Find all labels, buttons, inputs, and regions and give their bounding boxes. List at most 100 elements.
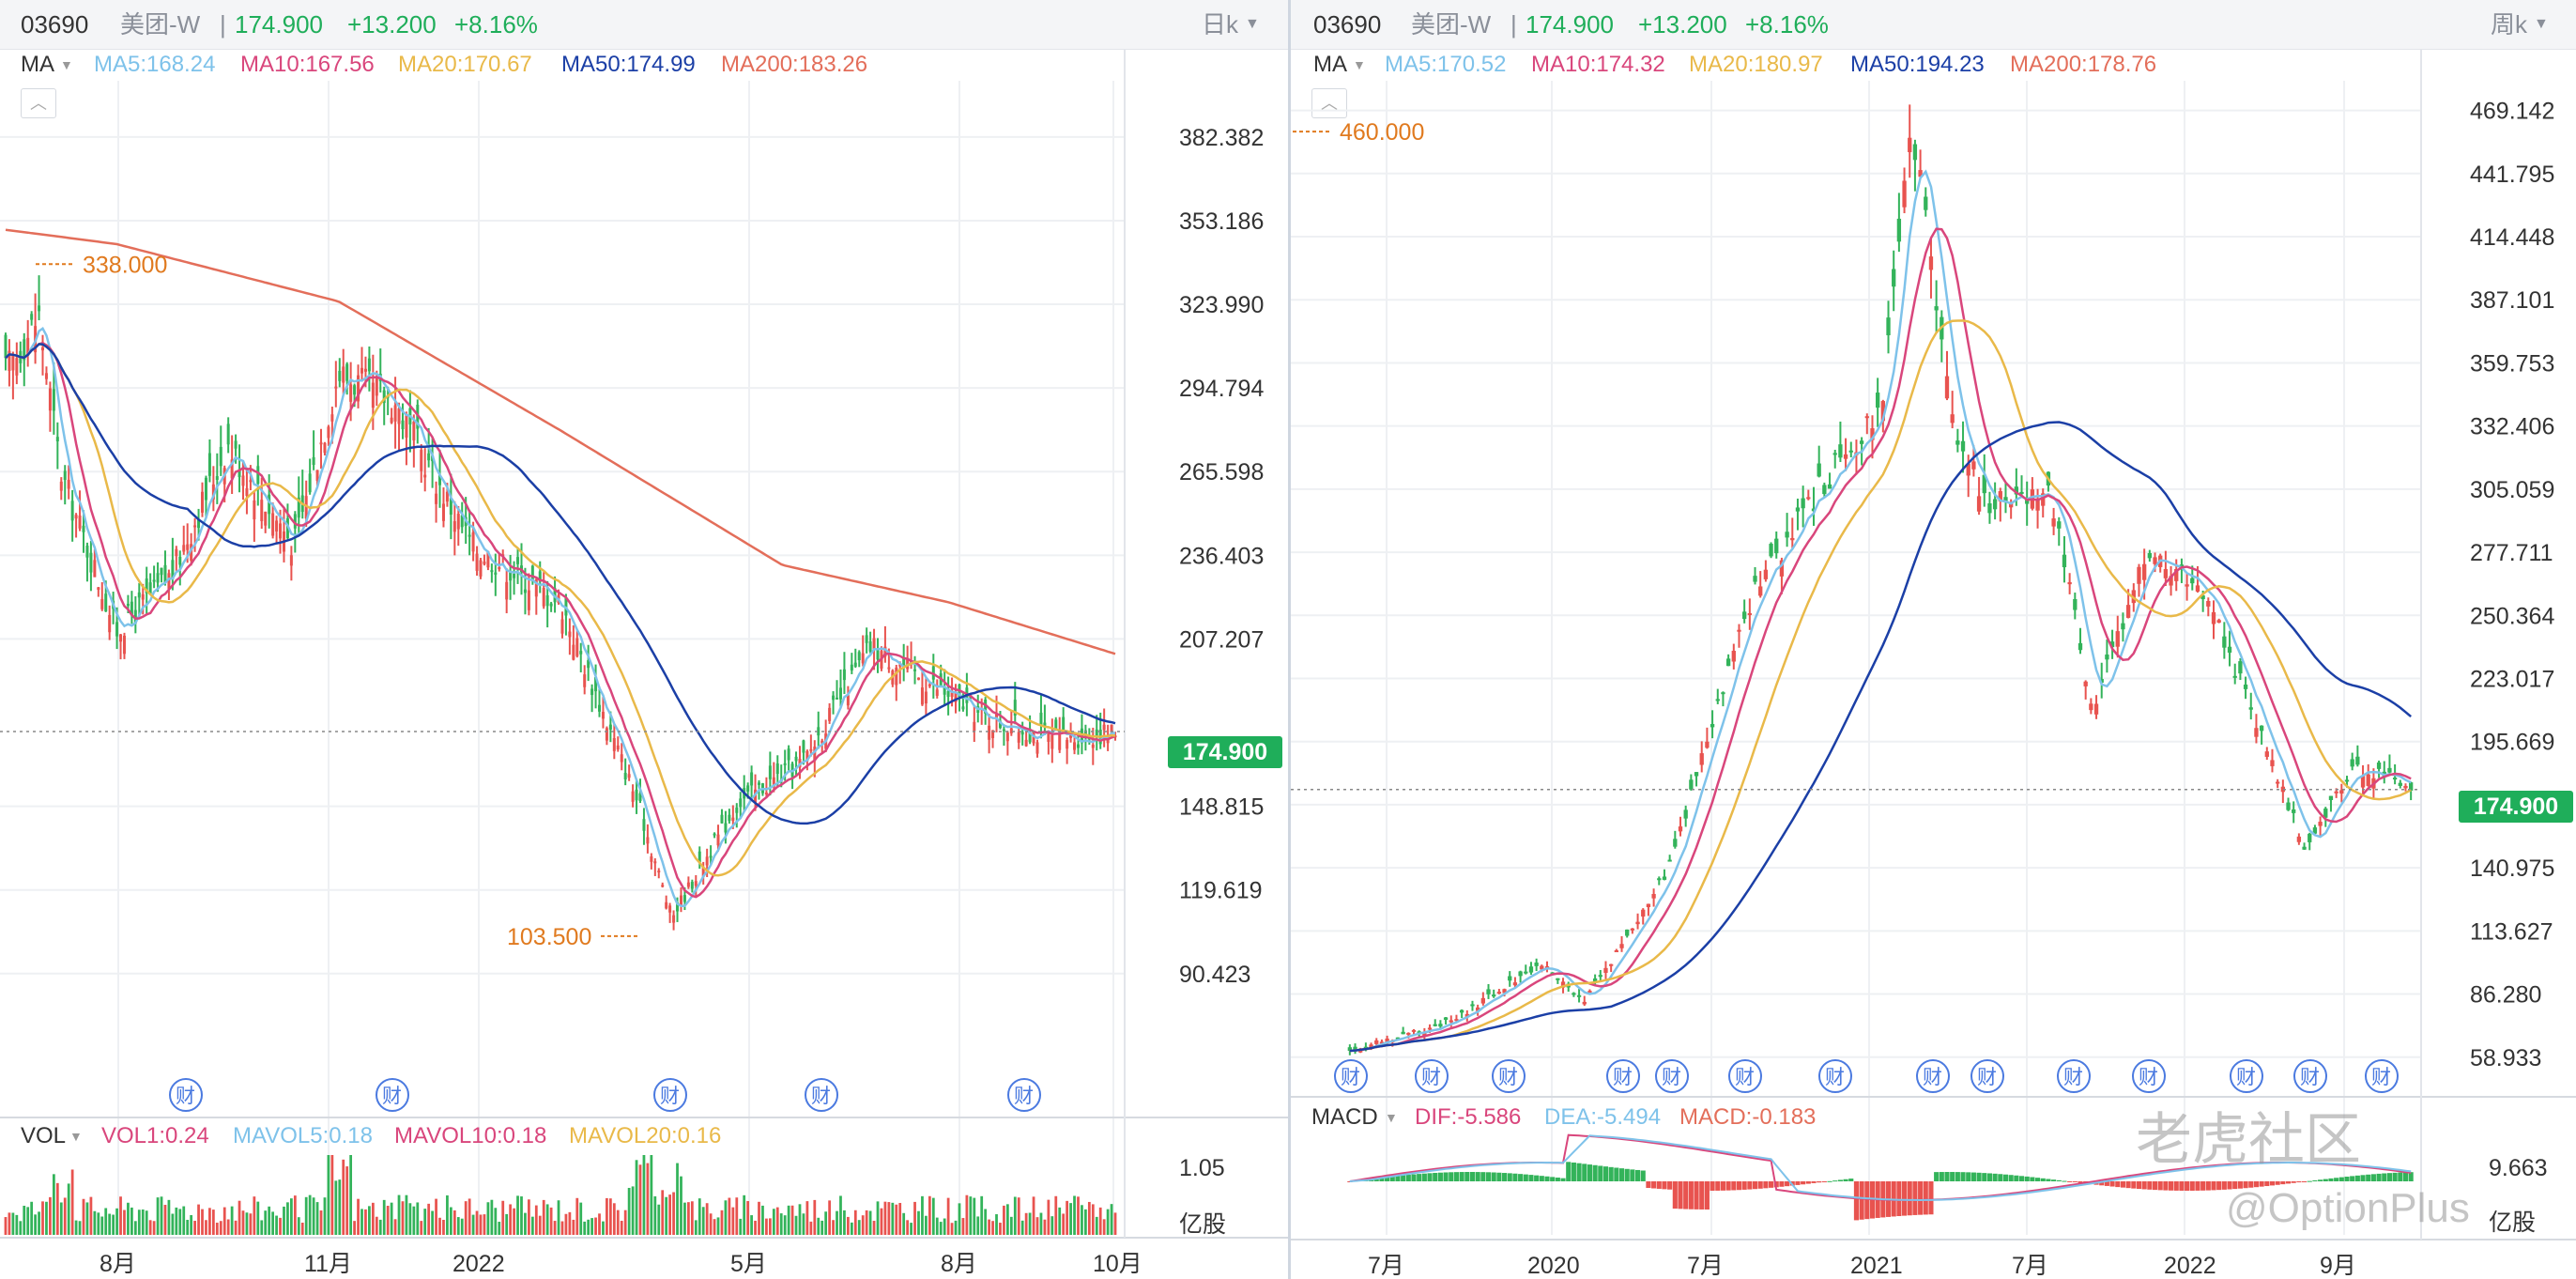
candle-body: [920, 687, 924, 705]
candle-body: [527, 590, 530, 610]
x-tick-label: 10月: [1093, 1251, 1142, 1277]
volume-bar: [449, 1207, 452, 1235]
ma10-line: [1349, 227, 2412, 1053]
candle-body: [363, 368, 367, 372]
candle-body: [538, 571, 542, 582]
macd-bar: [2104, 1181, 2109, 1186]
candle-body: [1443, 1017, 1449, 1020]
candle-body: [2409, 782, 2414, 791]
chevron-down-icon[interactable]: ▼: [1245, 16, 1260, 32]
candle-body: [809, 748, 813, 751]
ma200-value: MA200:183.26: [721, 52, 868, 77]
candle-body: [838, 687, 842, 700]
stock-name[interactable]: 美团-W: [120, 10, 201, 39]
volume-bar: [1066, 1200, 1069, 1235]
period-selector[interactable]: 周k: [2491, 10, 2528, 39]
candle-body: [423, 474, 427, 478]
candle-body: [44, 373, 48, 379]
candle-body: [635, 789, 638, 801]
vol-selector[interactable]: VOL: [21, 1123, 67, 1148]
macd-bar: [1539, 1176, 1544, 1181]
candle-body: [2392, 778, 2398, 780]
y-tick-label: 387.101: [2470, 287, 2554, 314]
ma10-value: MA10:167.56: [240, 52, 375, 77]
macd-bar: [1464, 1172, 1470, 1181]
chevron-down-icon[interactable]: ▼: [1353, 57, 1366, 72]
ma-selector[interactable]: MA: [1313, 52, 1347, 77]
volume-bar: [1035, 1217, 1039, 1235]
candle-body: [1811, 508, 1817, 512]
macd-bar: [1453, 1172, 1459, 1181]
macd-legend: MACD ▼ DIF:-5.586 DEA:-5.494 MACD:-0.183: [1291, 1101, 2576, 1134]
candle-body: [1572, 993, 1576, 995]
candle-body: [1763, 569, 1769, 579]
last-price-tag: 174.900: [1168, 736, 1282, 768]
volume-bar: [175, 1207, 178, 1235]
candle-body: [1827, 484, 1832, 489]
volume-bar: [1020, 1220, 1024, 1235]
volume-bar: [23, 1206, 26, 1235]
earnings-marker-label: 财: [2236, 1067, 2256, 1088]
candle-body: [805, 750, 809, 762]
y-tick-label: 359.753: [2470, 350, 2554, 377]
candle-body: [1009, 728, 1013, 733]
macd-bar: [1982, 1173, 1987, 1181]
chevron-down-icon[interactable]: ▼: [69, 1129, 83, 1144]
volume-bar: [728, 1197, 731, 1235]
volume-bar: [26, 1207, 30, 1235]
chevron-down-icon[interactable]: ▼: [60, 57, 73, 72]
candle-body: [178, 556, 182, 565]
y-tick-label: 113.627: [2470, 918, 2553, 945]
volume-bar: [405, 1194, 408, 1235]
chevron-down-icon[interactable]: ▼: [2534, 16, 2549, 32]
macd-bar: [1934, 1172, 1940, 1181]
candle-body: [1534, 963, 1539, 966]
stock-name[interactable]: 美团-W: [1411, 10, 1492, 39]
macd-bar: [1485, 1172, 1492, 1181]
earnings-marker-icon: [376, 1078, 409, 1112]
ma5-value: MA5:168.24: [94, 52, 216, 77]
volume-bar: [1113, 1212, 1117, 1235]
macd-bar: [2360, 1175, 2366, 1181]
macd-bar: [2056, 1179, 2062, 1181]
candle-body: [1896, 218, 1902, 242]
candle-body: [498, 566, 501, 570]
candle-body: [2344, 779, 2350, 782]
macd-bar: [1864, 1181, 1870, 1220]
volume-bar: [1047, 1199, 1050, 1235]
earnings-marker-icon: [1728, 1059, 1762, 1093]
earnings-marker-icon: [1655, 1059, 1689, 1093]
candle-body: [1785, 532, 1789, 538]
macd-bar: [1944, 1172, 1950, 1181]
chevron-down-icon[interactable]: ▼: [1385, 1110, 1398, 1125]
candle-body: [2286, 802, 2291, 810]
ma-selector[interactable]: MA: [21, 52, 54, 77]
macd-bar: [2323, 1179, 2328, 1181]
macd-bar: [1518, 1174, 1524, 1181]
volume-bar: [917, 1210, 920, 1235]
volume-bar: [431, 1210, 434, 1235]
macd-bar: [2157, 1181, 2163, 1191]
collapse-button[interactable]: ︿: [21, 88, 56, 118]
mavol10-value: MAVOL10:0.18: [394, 1123, 547, 1148]
candle-body: [657, 871, 661, 873]
candle-body: [1582, 1001, 1587, 1005]
period-selector[interactable]: 日k: [1202, 10, 1239, 39]
volume-bar: [653, 1195, 657, 1235]
candle-body: [1459, 1009, 1464, 1013]
candle-body: [1433, 1024, 1437, 1026]
candle-body: [230, 459, 234, 479]
stock-change: +13.200: [1638, 10, 1727, 39]
y-tick-label: 140.975: [2470, 855, 2554, 882]
candle-body: [1630, 928, 1635, 931]
volume-bar: [798, 1204, 802, 1235]
volume-bar: [802, 1213, 805, 1235]
candle-body: [171, 560, 175, 579]
macd-bar: [1592, 1164, 1598, 1181]
macd-bar: [1970, 1172, 1976, 1181]
collapse-button[interactable]: ︿: [1311, 88, 1347, 118]
candle-body: [441, 503, 445, 521]
macd-selector[interactable]: MACD: [1311, 1104, 1378, 1130]
candle-body: [26, 337, 30, 356]
volume-bar: [575, 1197, 579, 1235]
